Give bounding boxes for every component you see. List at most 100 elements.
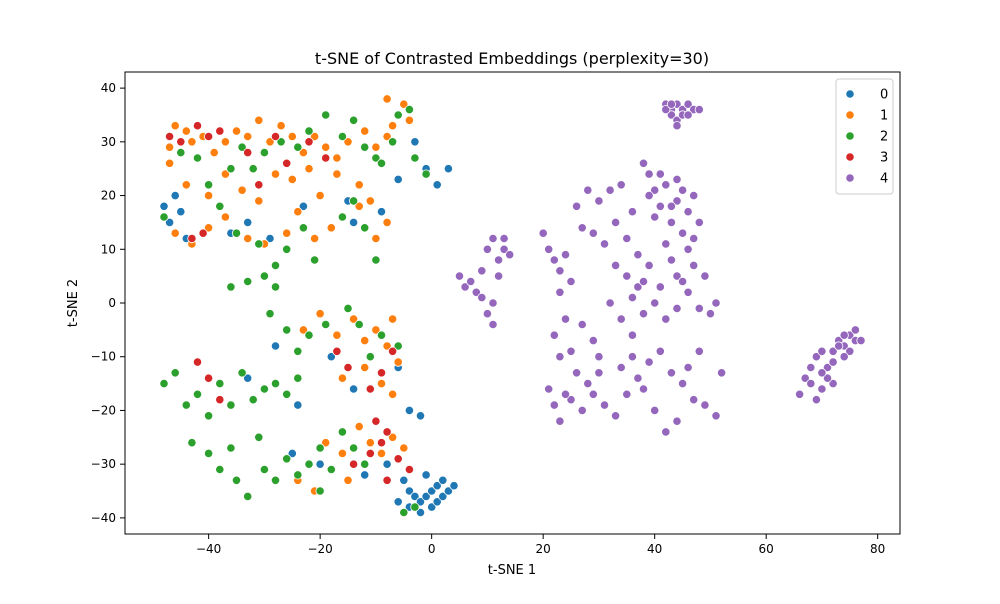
point-class-2 — [393, 341, 403, 351]
point-class-4 — [806, 378, 816, 389]
point-class-0 — [298, 201, 308, 211]
point-class-4 — [482, 244, 492, 254]
point-class-2 — [282, 325, 292, 335]
point-class-4 — [828, 378, 838, 389]
point-class-4 — [666, 217, 677, 227]
point-class-1 — [170, 228, 180, 238]
point-class-2 — [360, 223, 370, 233]
point-class-1 — [237, 185, 247, 195]
x-tick-label: 60 — [759, 542, 774, 556]
point-class-4 — [544, 384, 554, 394]
point-class-4 — [549, 255, 559, 265]
point-class-4 — [666, 255, 677, 265]
y-tick-label: −10 — [91, 350, 116, 364]
point-class-0 — [165, 217, 175, 227]
point-class-4 — [650, 212, 660, 222]
legend-label: 1 — [880, 109, 888, 124]
point-class-3 — [387, 346, 398, 356]
point-class-0 — [432, 180, 442, 190]
point-class-0 — [170, 191, 180, 201]
point-class-0 — [438, 491, 448, 501]
point-class-4 — [700, 400, 710, 410]
point-class-2 — [282, 454, 292, 464]
point-class-0 — [376, 207, 387, 217]
point-class-4 — [794, 389, 805, 399]
point-class-4 — [638, 309, 649, 319]
point-class-4 — [583, 185, 593, 195]
point-class-2 — [282, 244, 292, 254]
point-class-0 — [159, 201, 169, 211]
point-class-4 — [666, 201, 677, 211]
point-class-3 — [365, 384, 375, 394]
point-class-2 — [215, 378, 225, 389]
point-class-4 — [828, 357, 838, 367]
point-class-2 — [282, 389, 292, 399]
point-class-4 — [689, 233, 699, 244]
point-class-2 — [226, 282, 236, 292]
point-class-4 — [806, 362, 816, 373]
point-class-2 — [309, 255, 320, 265]
point-class-1 — [243, 233, 253, 244]
point-class-3 — [304, 137, 314, 147]
point-class-4 — [555, 352, 565, 362]
point-class-4 — [694, 303, 704, 313]
point-class-4 — [672, 303, 682, 313]
point-class-4 — [711, 411, 721, 421]
point-class-0 — [326, 352, 336, 362]
point-class-2 — [231, 228, 242, 238]
point-class-2 — [187, 438, 197, 448]
point-class-4 — [677, 185, 688, 195]
point-class-2 — [410, 153, 420, 163]
point-class-3 — [343, 362, 353, 373]
point-class-2 — [276, 137, 286, 147]
point-class-4 — [828, 346, 838, 356]
point-class-1 — [354, 421, 364, 432]
point-class-4 — [555, 266, 565, 276]
point-class-4 — [571, 201, 582, 211]
point-class-1 — [387, 121, 398, 131]
point-class-4 — [605, 298, 615, 308]
point-class-2 — [365, 352, 375, 362]
point-class-2 — [343, 303, 353, 313]
point-class-2 — [371, 255, 381, 265]
y-tick-label: 0 — [108, 296, 116, 310]
point-class-0 — [443, 486, 453, 496]
point-class-4 — [694, 105, 704, 115]
point-class-4 — [638, 276, 649, 287]
point-class-2 — [348, 196, 359, 206]
point-class-2 — [243, 491, 253, 501]
point-class-2 — [181, 400, 191, 410]
point-class-2 — [243, 276, 253, 287]
point-class-0 — [421, 491, 431, 501]
point-class-2 — [293, 142, 303, 152]
point-class-4 — [577, 405, 587, 415]
point-class-0 — [399, 475, 409, 485]
point-class-1 — [293, 207, 303, 217]
point-class-4 — [493, 255, 504, 265]
point-class-1 — [343, 475, 353, 485]
point-class-2 — [387, 137, 398, 147]
point-class-4 — [817, 384, 827, 394]
point-class-4 — [711, 298, 721, 308]
point-class-4 — [672, 121, 682, 131]
point-class-1 — [243, 131, 253, 142]
point-class-4 — [694, 217, 704, 227]
legend-label: 4 — [880, 172, 888, 187]
point-class-0 — [270, 341, 281, 351]
point-class-2 — [393, 110, 403, 120]
point-class-1 — [382, 341, 392, 351]
point-class-2 — [293, 373, 303, 383]
point-class-4 — [477, 266, 487, 276]
point-class-1 — [387, 432, 398, 442]
point-class-0 — [404, 486, 414, 496]
point-class-4 — [633, 282, 643, 292]
point-class-1 — [165, 142, 175, 152]
point-class-0 — [432, 497, 442, 507]
y-tick-label: −40 — [91, 511, 116, 525]
point-class-1 — [187, 137, 197, 147]
point-class-4 — [811, 352, 822, 362]
point-class-1 — [354, 201, 364, 211]
point-class-4 — [622, 233, 632, 244]
point-class-4 — [672, 174, 682, 184]
